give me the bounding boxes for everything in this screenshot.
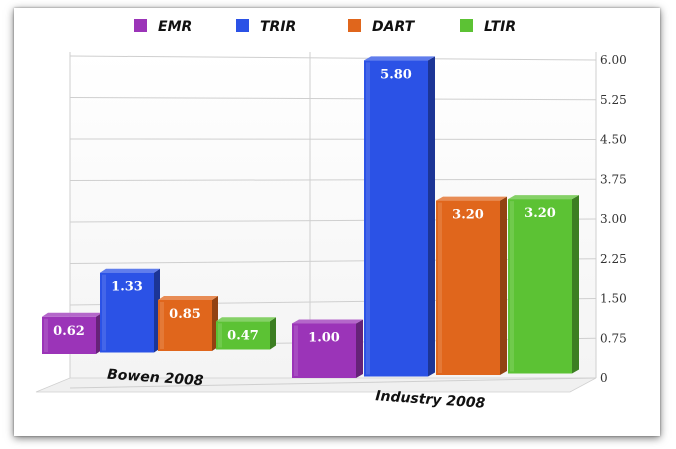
bar-top xyxy=(100,268,160,273)
legend-swatch-dart xyxy=(348,19,361,32)
legend: EMR TRIR DART LTIR xyxy=(134,19,516,35)
bar-highlight xyxy=(218,323,222,348)
bar-front xyxy=(100,272,154,353)
bar-emr-1: 1.00 xyxy=(292,319,363,378)
bar-top xyxy=(508,195,579,200)
bar-dart-1: 3.20 xyxy=(436,196,507,375)
gridline-0 xyxy=(69,377,597,389)
data-label-ltir-0: 0.47 xyxy=(227,328,259,343)
data-label-dart-1: 3.20 xyxy=(452,208,484,223)
bar-trir-1: 5.80 xyxy=(364,56,435,377)
y-tick-label-4: 3.00 xyxy=(600,212,627,226)
bar-emr-0: 0.62 xyxy=(42,312,102,354)
bar-top xyxy=(158,296,218,300)
y-tick-label-2: 1.50 xyxy=(600,292,627,306)
bar-top xyxy=(292,319,363,324)
legend-item-ltir: LTIR xyxy=(460,19,516,35)
category-label-0: Bowen 2008 xyxy=(107,367,205,390)
y-tick-label-5: 3.75 xyxy=(600,172,627,186)
legend-label-ltir: LTIR xyxy=(484,19,516,35)
bar-highlight xyxy=(294,325,298,376)
bar-side xyxy=(428,56,435,377)
floor xyxy=(35,377,597,393)
y-axis: 0 0.75 1.50 2.25 3.00 3.75 4.50 5.25 6.00 xyxy=(600,53,627,385)
bar-dart-0: 0.85 xyxy=(158,296,218,351)
bars: 0.62 1.33 0.85 0.47 1.00 5.80 3.20 3.20 xyxy=(42,56,579,378)
legend-item-emr: EMR xyxy=(134,19,192,35)
bar-front xyxy=(436,200,500,375)
data-label-trir-0: 1.33 xyxy=(111,280,143,295)
bar-side xyxy=(500,196,507,375)
bar-top xyxy=(364,56,435,61)
gridline-7 xyxy=(69,97,597,101)
y-tick-label-6: 4.50 xyxy=(600,133,627,147)
bar-highlight xyxy=(438,202,442,373)
legend-label-dart: DART xyxy=(372,19,416,35)
bar-top xyxy=(216,317,276,322)
bar-highlight xyxy=(44,318,48,352)
gridline-8 xyxy=(69,55,597,61)
bar-highlight xyxy=(102,274,106,351)
bar-highlight xyxy=(160,302,164,349)
y-tick-label-0: 0 xyxy=(600,371,608,385)
bar-side xyxy=(270,317,276,350)
bar-side xyxy=(572,195,579,374)
bar-trir-0: 1.33 xyxy=(100,268,160,353)
category-label-1: Industry 2008 xyxy=(375,388,486,412)
bar-ltir-1: 3.20 xyxy=(508,195,579,374)
bar-side xyxy=(356,319,363,378)
bar-highlight xyxy=(366,62,370,375)
bar-front xyxy=(158,300,212,351)
data-label-emr-1: 1.00 xyxy=(308,331,340,346)
bar-front xyxy=(292,323,356,378)
legend-label-emr: EMR xyxy=(158,19,192,35)
bar-front xyxy=(508,199,572,374)
category-labels: Bowen 2008 Industry 2008 xyxy=(107,367,486,412)
bar-ltir-0: 0.47 xyxy=(216,317,276,350)
y-tick-label-3: 2.25 xyxy=(600,252,627,266)
bar-top xyxy=(436,196,507,201)
data-label-emr-0: 0.62 xyxy=(53,324,85,339)
legend-swatch-ltir xyxy=(460,19,473,32)
gridline-6 xyxy=(69,138,597,140)
bar-front xyxy=(42,316,96,354)
bar-top xyxy=(42,312,102,317)
y-tick-label-1: 0.75 xyxy=(600,331,627,345)
data-label-trir-1: 5.80 xyxy=(380,67,412,82)
gridline-5 xyxy=(69,178,597,181)
legend-swatch-trir xyxy=(236,19,249,32)
y-tick-label-8: 6.00 xyxy=(600,53,627,67)
legend-item-trir: TRIR xyxy=(236,19,296,35)
data-label-dart-0: 0.85 xyxy=(169,307,201,322)
legend-label-trir: TRIR xyxy=(260,19,296,35)
legend-item-dart: DART xyxy=(348,19,416,35)
legend-swatch-emr xyxy=(134,19,147,32)
bar-front xyxy=(216,321,270,350)
bar-front xyxy=(364,60,428,377)
bar-highlight xyxy=(510,201,514,372)
y-tick-label-7: 5.25 xyxy=(600,93,627,107)
data-label-ltir-1: 3.20 xyxy=(524,206,556,221)
